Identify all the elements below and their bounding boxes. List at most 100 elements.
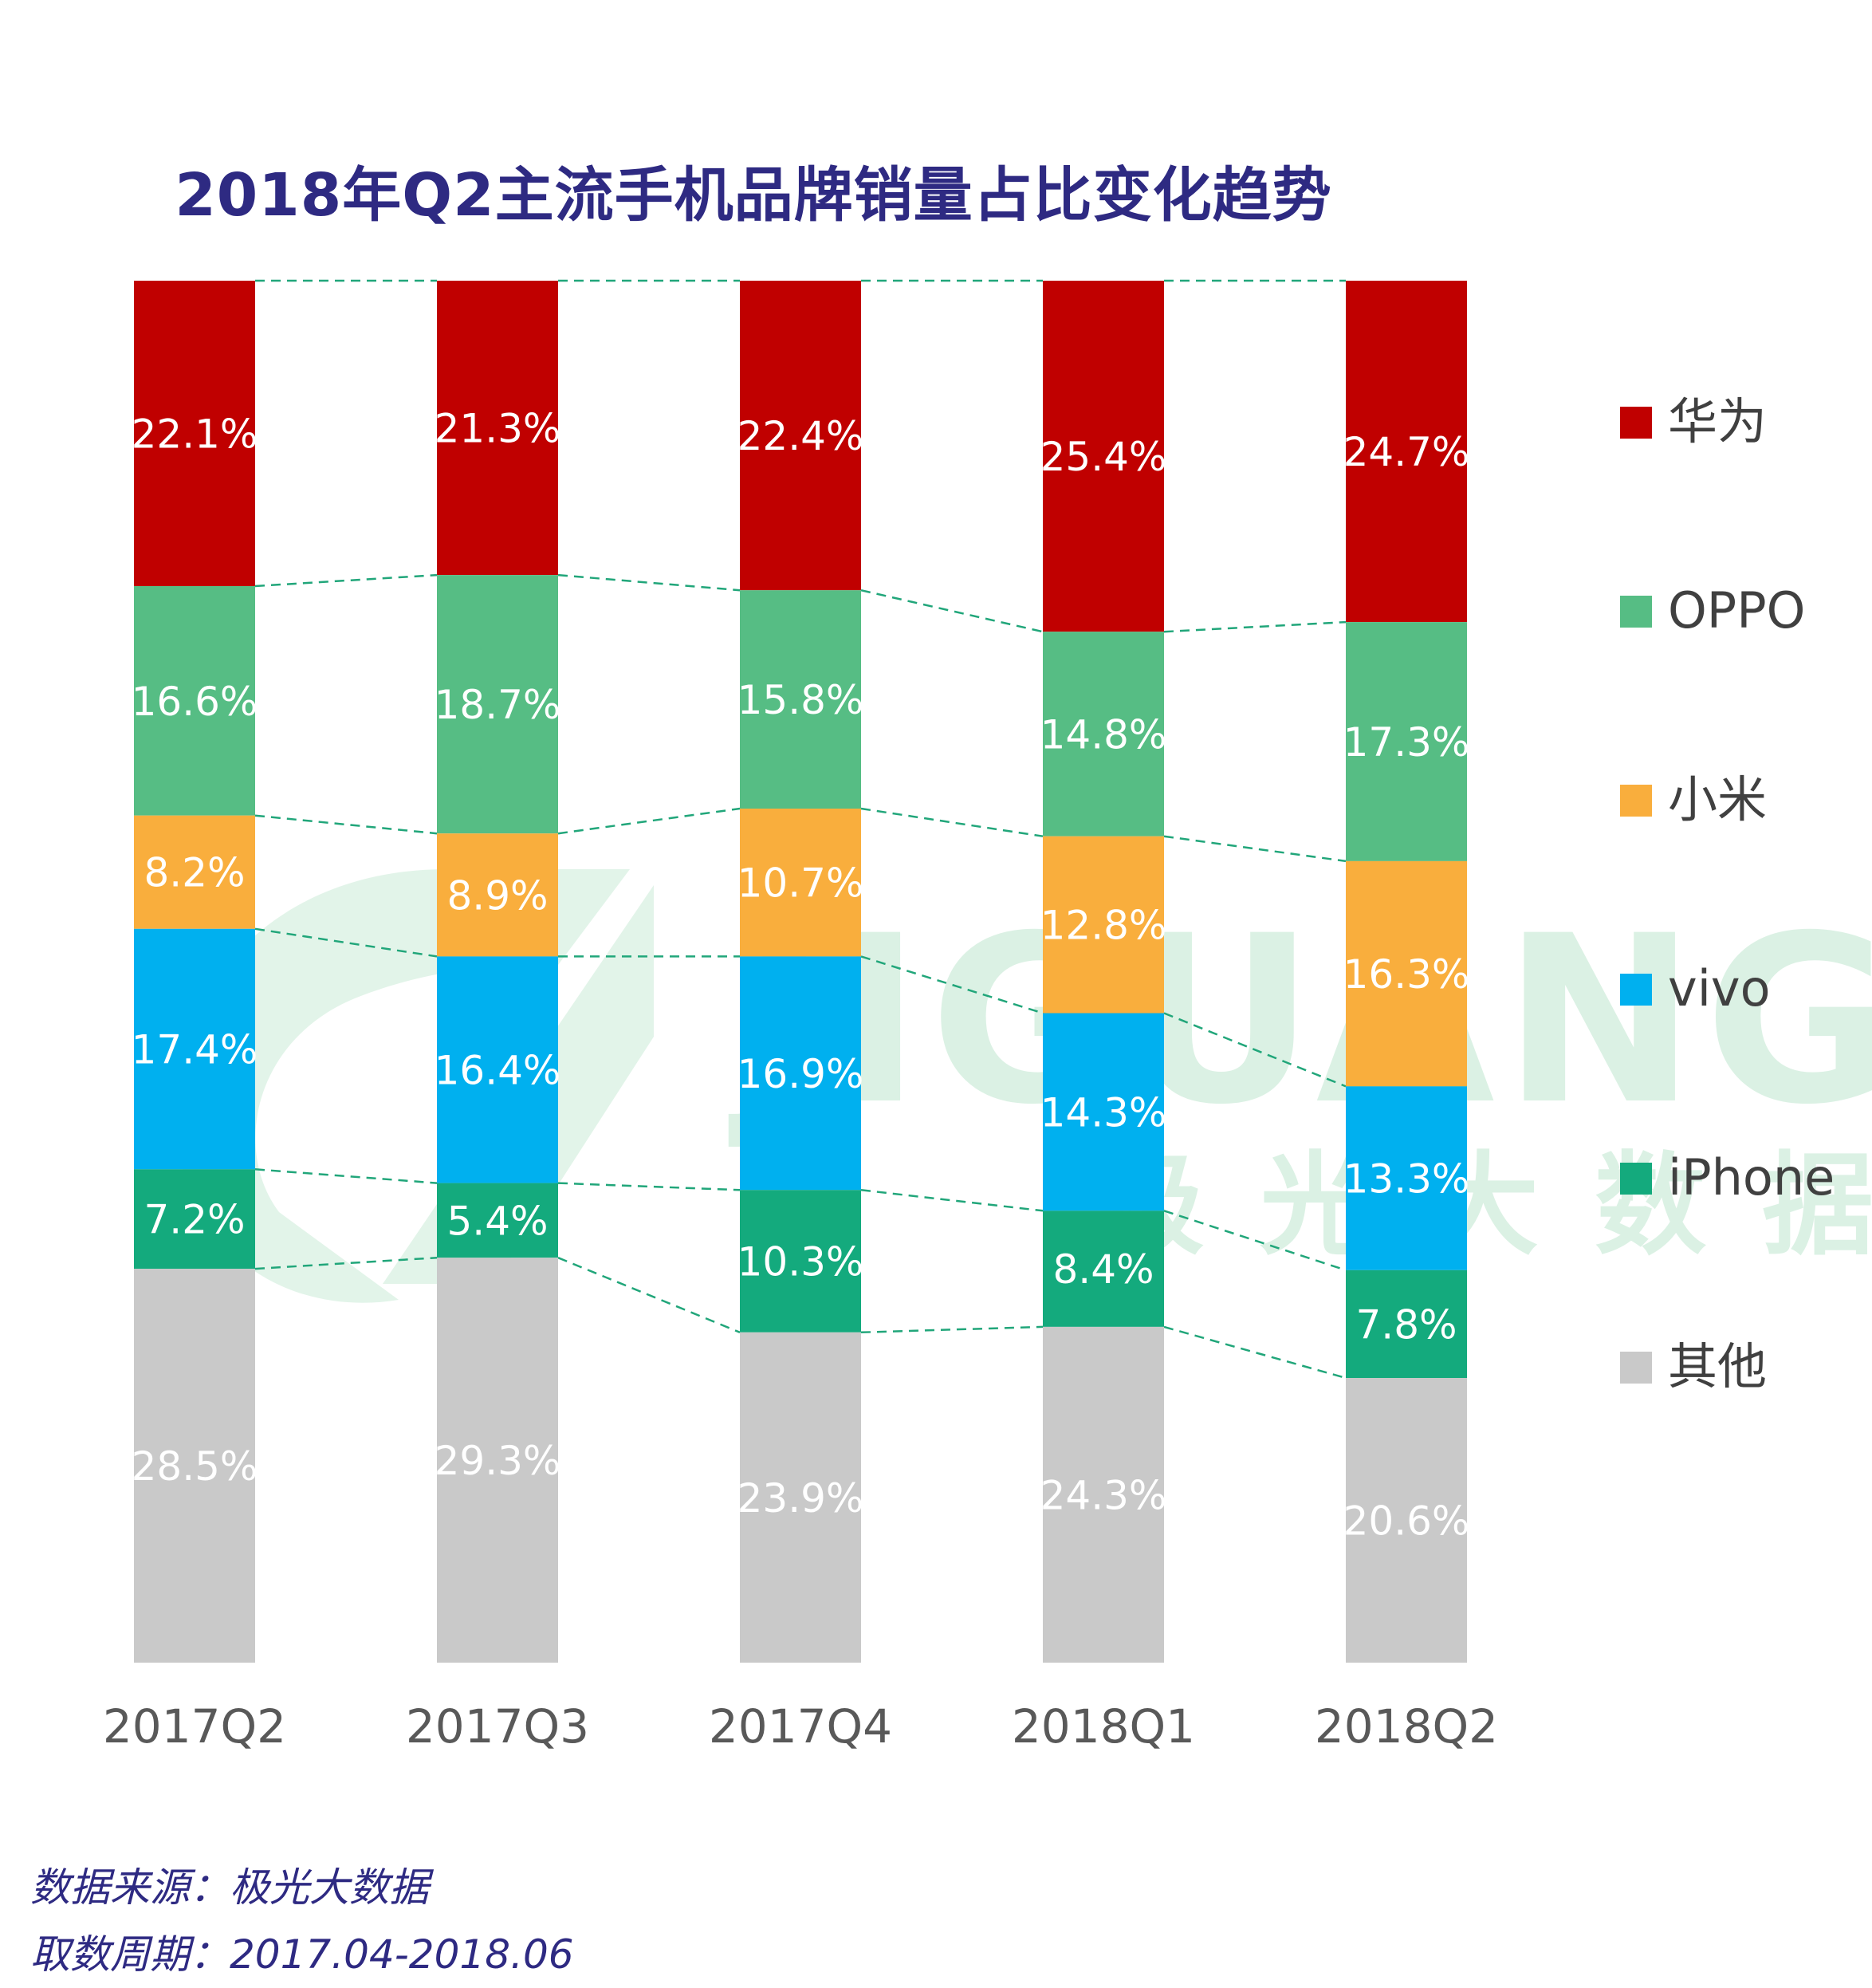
bar-series-6-2018Q1 — [1043, 1326, 1164, 1663]
data-label-vivo-2017Q4: 16.9% — [737, 1051, 864, 1097]
bar-series-1-2018Q2 — [1346, 281, 1467, 623]
data-label-series-3-2017Q2: 8.2% — [144, 850, 245, 896]
legend-swatch-series-3 — [1620, 785, 1652, 817]
connector-line — [1163, 835, 1347, 863]
data-label-oppo-2018Q1: 14.8% — [1040, 711, 1167, 758]
data-label-series-1-2017Q4: 22.4% — [737, 413, 864, 459]
bar-iphone-2017Q4 — [740, 1190, 861, 1333]
footer: 数据来源：极光大数据 取数周期：2017.04-2018.06 — [30, 1854, 574, 1988]
bar-oppo-2017Q3 — [437, 575, 558, 834]
bar-vivo-2017Q3 — [437, 956, 558, 1183]
connector-line — [557, 573, 741, 592]
data-label-oppo-2017Q4: 15.8% — [737, 677, 864, 723]
legend-label-vivo: vivo — [1668, 959, 1771, 1018]
data-label-iphone-2017Q2: 7.2% — [144, 1197, 245, 1243]
bar-vivo-2018Q1 — [1043, 1013, 1164, 1211]
connector-line — [557, 807, 741, 835]
data-label-series-1-2018Q1: 25.4% — [1040, 434, 1167, 480]
watermark: JIGUANG 极光大数据 — [175, 869, 1872, 1303]
bar-series-1-2018Q1 — [1043, 281, 1164, 632]
legend-label-oppo: OPPO — [1668, 581, 1805, 640]
legend-label-series-3: 小米 — [1668, 770, 1767, 829]
legend-swatch-oppo — [1620, 596, 1652, 628]
bar-vivo-2017Q4 — [740, 956, 861, 1191]
bar-series-3-2018Q2 — [1346, 860, 1467, 1087]
connector-line — [1163, 1325, 1347, 1380]
connector-line — [254, 814, 438, 835]
bar-series-6-2018Q2 — [1346, 1378, 1467, 1663]
data-label-oppo-2017Q3: 18.7% — [435, 682, 561, 728]
data-label-series-1-2017Q3: 21.3% — [435, 406, 561, 452]
data-label-vivo-2017Q3: 16.4% — [435, 1048, 561, 1094]
data-label-series-1-2017Q2: 22.1% — [132, 411, 258, 458]
data-label-series-3-2018Q1: 12.8% — [1040, 903, 1167, 949]
x-tick-label-2018Q1: 2018Q1 — [1012, 1699, 1195, 1754]
connector-line — [860, 807, 1044, 837]
connector-line — [557, 1182, 741, 1191]
bar-oppo-2017Q2 — [134, 586, 255, 816]
connector-line — [254, 1168, 438, 1184]
data-label-series-1-2018Q2: 24.7% — [1343, 429, 1470, 475]
connector-line — [860, 1189, 1044, 1212]
data-label-series-3-2017Q3: 8.9% — [446, 872, 548, 919]
data-label-series-6-2018Q2: 20.6% — [1343, 1498, 1470, 1545]
bar-series-1-2017Q4 — [740, 281, 861, 591]
bar-oppo-2018Q1 — [1043, 632, 1164, 837]
connector-line — [1163, 1012, 1347, 1088]
data-label-vivo-2017Q2: 17.4% — [132, 1027, 258, 1073]
bar-series-1-2017Q2 — [134, 281, 255, 586]
bar-series-3-2017Q2 — [134, 815, 255, 929]
bar-iphone-2018Q1 — [1043, 1211, 1164, 1327]
legend-swatch-vivo — [1620, 974, 1652, 1006]
legend-swatch-series-6 — [1620, 1352, 1652, 1384]
bar-vivo-2017Q2 — [134, 928, 255, 1170]
connector-lines — [254, 279, 1347, 1380]
bar-iphone-2018Q2 — [1346, 1270, 1467, 1378]
x-tick-label-2017Q4: 2017Q4 — [709, 1699, 892, 1754]
connector-line — [860, 1325, 1044, 1334]
legend-swatch-series-1 — [1620, 407, 1652, 439]
legend: 华为 OPPO 小米 vivo iPhone 其他 — [1620, 392, 1835, 1396]
watermark-jiguang: JIGUANG — [727, 887, 1872, 1155]
bar-iphone-2017Q2 — [134, 1169, 255, 1270]
x-tick-label-2017Q3: 2017Q3 — [406, 1699, 589, 1754]
bar-series-3-2017Q3 — [437, 833, 558, 957]
category-labels: 2017Q2 2017Q3 2017Q4 2018Q1 2018Q2 — [103, 1699, 1498, 1754]
bar-vivo-2018Q2 — [1346, 1086, 1467, 1270]
x-tick-label-2017Q2: 2017Q2 — [103, 1699, 286, 1754]
chart-title: 2018年Q2主流手机品牌销量占比变化趋势 — [175, 161, 1332, 230]
bar-series-6-2017Q3 — [437, 1258, 558, 1663]
segment-labels: 22.1% 16.6% 8.2% 17.4% 7.2% 28.5% 21.3% 18.7% 8.… — [132, 406, 1470, 1545]
source-note: 数据来源：极光大数据 — [30, 1864, 429, 1911]
data-label-oppo-2017Q2: 16.6% — [132, 679, 258, 725]
data-label-vivo-2018Q1: 14.3% — [1040, 1089, 1167, 1136]
bar-series-6-2017Q2 — [134, 1269, 255, 1663]
data-label-series-6-2017Q2: 28.5% — [132, 1443, 258, 1490]
x-tick-label-2018Q2: 2018Q2 — [1315, 1699, 1498, 1754]
data-label-iphone-2018Q1: 8.4% — [1052, 1246, 1154, 1293]
watermark-jiguang-cn: 极光大数据 — [1092, 1141, 1872, 1271]
bar-series-3-2018Q1 — [1043, 836, 1164, 1014]
bar-iphone-2017Q3 — [437, 1183, 558, 1258]
data-label-series-6-2017Q3: 29.3% — [435, 1438, 561, 1484]
connector-line — [557, 1257, 741, 1333]
data-label-series-3-2017Q4: 10.7% — [737, 860, 864, 907]
data-label-iphone-2017Q3: 5.4% — [446, 1198, 548, 1244]
connector-line — [254, 573, 438, 588]
data-label-iphone-2017Q4: 10.3% — [737, 1239, 864, 1285]
bar-series-6-2017Q4 — [740, 1332, 861, 1663]
data-label-vivo-2018Q2: 13.3% — [1343, 1156, 1470, 1203]
legend-label-series-1: 华为 — [1668, 392, 1767, 451]
bar-series-3-2017Q4 — [740, 809, 861, 957]
data-label-series-6-2018Q1: 24.3% — [1040, 1472, 1167, 1518]
period-note: 取数周期：2017.04-2018.06 — [30, 1931, 574, 1978]
bar-oppo-2017Q4 — [740, 590, 861, 809]
data-label-series-6-2017Q4: 23.9% — [737, 1475, 864, 1522]
bars — [134, 281, 1467, 1663]
connector-line — [254, 1256, 438, 1270]
connector-line — [1163, 620, 1347, 633]
data-label-iphone-2018Q2: 7.8% — [1355, 1301, 1457, 1348]
data-label-series-3-2018Q2: 16.3% — [1343, 951, 1470, 998]
data-label-oppo-2018Q2: 17.3% — [1343, 719, 1470, 766]
